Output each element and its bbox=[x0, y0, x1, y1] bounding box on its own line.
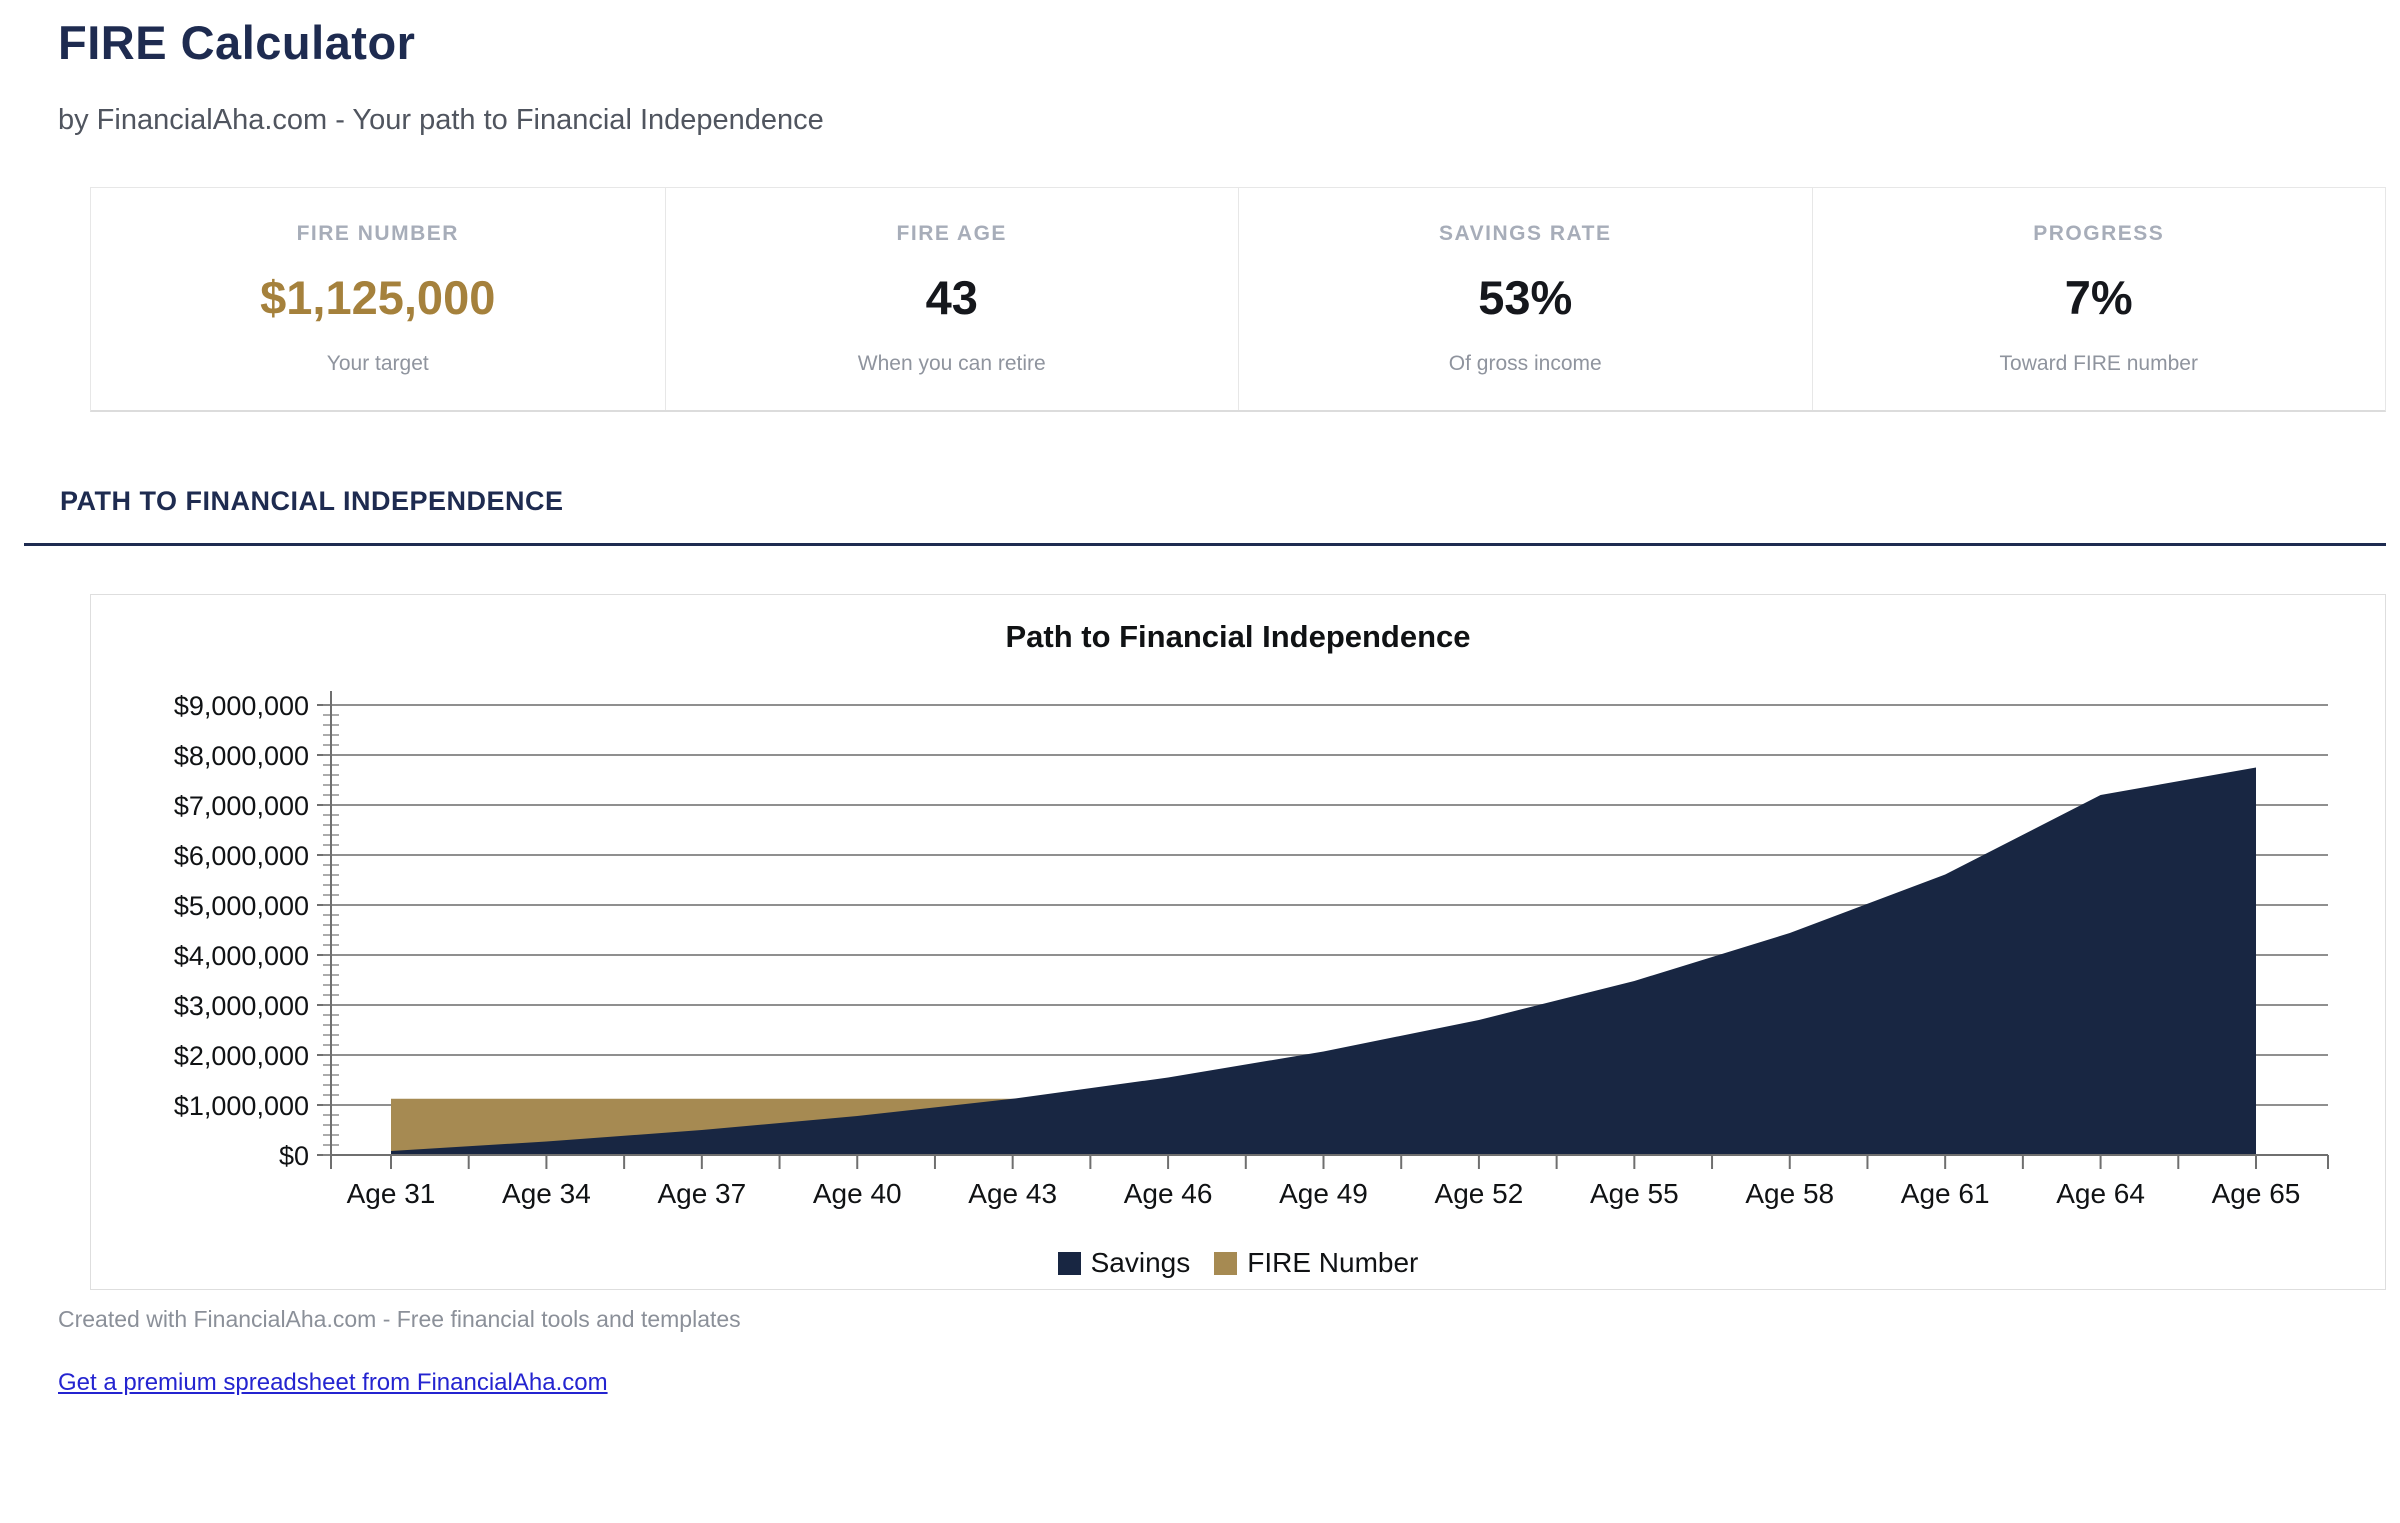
section-divider: PATH TO FINANCIAL INDEPENDENCE bbox=[24, 486, 2386, 547]
savings-area bbox=[391, 767, 2256, 1156]
stat-card-fire-number: FIRE NUMBER $1,125,000 Your target bbox=[91, 188, 665, 410]
stat-card-fire-age: FIRE AGE 43 When you can retire bbox=[664, 188, 1239, 411]
savings-legend-swatch-icon bbox=[1057, 1251, 1081, 1275]
stat-label: SAVINGS RATE bbox=[1439, 222, 1612, 246]
chart-legend: Savings FIRE Number bbox=[91, 1247, 2385, 1279]
stat-label: PROGRESS bbox=[2033, 222, 2165, 246]
svg-text:$3,000,000: $3,000,000 bbox=[174, 991, 309, 1021]
svg-text:Age 55: Age 55 bbox=[1590, 1178, 1679, 1209]
stat-value: 43 bbox=[925, 271, 978, 325]
chart-title: Path to Financial Independence bbox=[1005, 619, 1471, 655]
svg-text:$8,000,000: $8,000,000 bbox=[174, 741, 309, 771]
stat-card-savings-rate: SAVINGS RATE 53% Of gross income bbox=[1238, 188, 1812, 411]
stat-caption: Your target bbox=[326, 352, 429, 376]
stat-caption: Toward FIRE number bbox=[1999, 352, 2198, 376]
svg-text:$1,000,000: $1,000,000 bbox=[174, 1091, 309, 1121]
stats-row: FIRE NUMBER $1,125,000 Your target FIRE … bbox=[90, 187, 2386, 413]
svg-text:Age 52: Age 52 bbox=[1435, 1178, 1524, 1209]
svg-text:Age 31: Age 31 bbox=[347, 1178, 436, 1209]
footer-link-row: Get a premium spreadsheet from Financial… bbox=[58, 1369, 2400, 1397]
svg-text:$7,000,000: $7,000,000 bbox=[174, 791, 309, 821]
svg-text:$2,000,000: $2,000,000 bbox=[174, 1041, 309, 1071]
svg-text:$4,000,000: $4,000,000 bbox=[174, 941, 309, 971]
svg-text:Age 64: Age 64 bbox=[2056, 1178, 2145, 1209]
footer-credit: Created with FinancialAha.com - Free fin… bbox=[58, 1306, 741, 1333]
svg-text:Age 65: Age 65 bbox=[2212, 1178, 2301, 1209]
svg-text:$9,000,000: $9,000,000 bbox=[174, 691, 309, 721]
stat-value: $1,125,000 bbox=[260, 271, 496, 325]
stat-label: FIRE NUMBER bbox=[296, 222, 459, 246]
fire-projection-chart: $0 $1,000,000 $2,000,000 $3,000,000 $4,000,0… bbox=[91, 595, 2385, 1289]
svg-text:Age 46: Age 46 bbox=[1124, 1178, 1213, 1209]
stat-value: 7% bbox=[2064, 271, 2133, 325]
svg-text:Age 34: Age 34 bbox=[502, 1178, 591, 1209]
legend-label-savings: Savings bbox=[1090, 1247, 1191, 1279]
stat-caption: Of gross income bbox=[1448, 352, 1602, 376]
stat-card-progress: PROGRESS 7% Toward FIRE number bbox=[1811, 188, 2386, 411]
stat-value: 53% bbox=[1478, 271, 1573, 325]
page-title: FIRE Calculator bbox=[58, 16, 416, 69]
page-subtitle: by FinancialAha.com - Your path to Finan… bbox=[58, 104, 824, 137]
svg-text:$5,000,000: $5,000,000 bbox=[174, 891, 309, 921]
legend-label-fire-number: FIRE Number bbox=[1247, 1247, 1419, 1279]
svg-text:Age 61: Age 61 bbox=[1901, 1178, 1990, 1209]
section-heading: PATH TO FINANCIAL INDEPENDENCE bbox=[60, 486, 564, 517]
svg-text:Age 37: Age 37 bbox=[657, 1178, 746, 1209]
chart-card: Path to Financial Independence $0 $1,000,… bbox=[90, 594, 2386, 1291]
fire-number-legend-swatch-icon bbox=[1214, 1251, 1238, 1275]
svg-text:$6,000,000: $6,000,000 bbox=[174, 841, 309, 871]
svg-text:$0: $0 bbox=[279, 1141, 309, 1171]
stat-caption: When you can retire bbox=[857, 352, 1046, 376]
svg-text:Age 49: Age 49 bbox=[1279, 1178, 1368, 1209]
svg-text:Age 43: Age 43 bbox=[968, 1178, 1057, 1209]
stat-label: FIRE AGE bbox=[896, 222, 1007, 246]
svg-text:Age 58: Age 58 bbox=[1745, 1178, 1834, 1209]
svg-text:Age 40: Age 40 bbox=[813, 1178, 902, 1209]
premium-spreadsheet-link[interactable]: Get a premium spreadsheet from Financial… bbox=[58, 1369, 608, 1397]
legend-item-fire-number: FIRE Number bbox=[1214, 1247, 1418, 1279]
legend-item-savings: Savings bbox=[1057, 1247, 1191, 1279]
